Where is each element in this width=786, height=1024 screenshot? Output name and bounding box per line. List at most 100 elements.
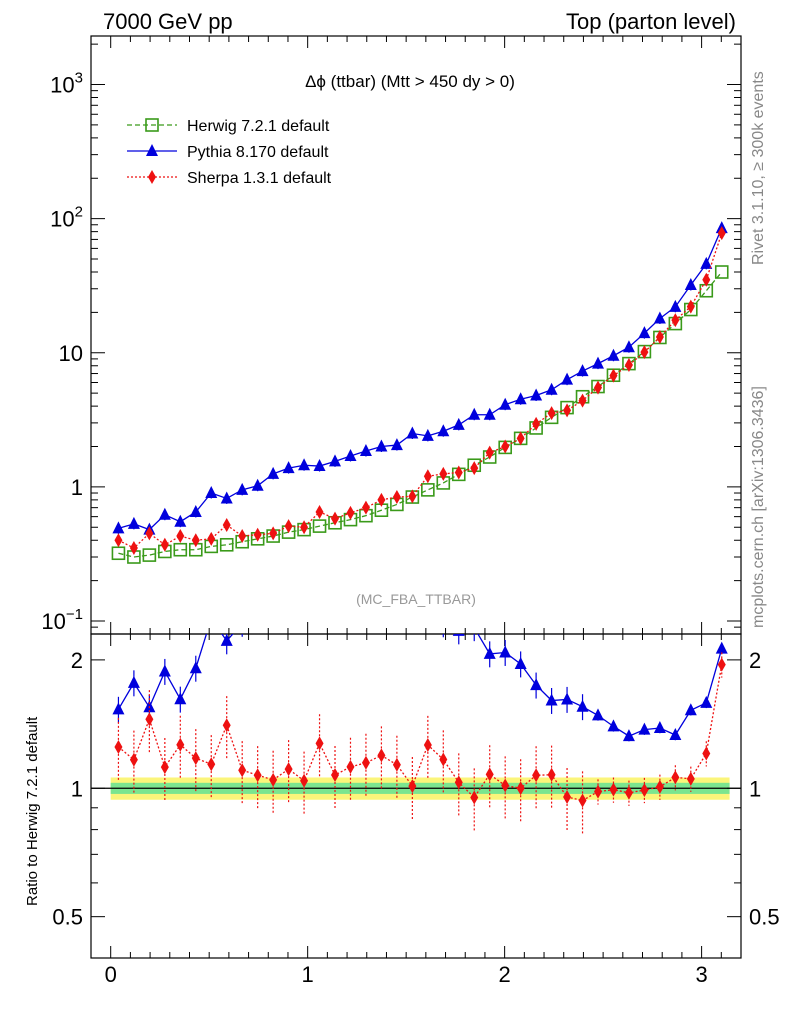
main-panel: 10−1 1 10 102 103 Δϕ (ttbar) (Mtt > 450 dy >… — [41, 35, 742, 635]
data-point — [253, 768, 262, 783]
data-point — [640, 345, 649, 360]
data-point — [669, 299, 682, 312]
data-point — [284, 519, 293, 534]
data-point — [158, 507, 171, 520]
legend-entry-herwig: Herwig 7.2.1 default — [127, 118, 330, 135]
data-point — [189, 504, 202, 517]
data-point — [114, 533, 123, 548]
data-point — [205, 486, 218, 499]
ratio-plot-frame — [90, 633, 742, 959]
data-point — [406, 579, 418, 591]
data-point — [361, 755, 370, 770]
ratio-series-pythia — [112, 577, 728, 742]
data-point — [439, 752, 448, 767]
data-point — [207, 531, 216, 546]
data-point — [406, 426, 419, 439]
y-tick-label: 10−1 — [41, 606, 83, 634]
data-point — [437, 424, 450, 437]
data-point — [145, 118, 159, 132]
legend-label: Sherpa 1.3.1 default — [187, 170, 332, 187]
ratio-uncertainty-band — [91, 777, 741, 800]
data-point — [176, 737, 185, 752]
data-point — [669, 727, 682, 740]
data-point — [112, 702, 125, 715]
data-point — [640, 783, 649, 798]
data-point — [329, 586, 341, 598]
data-point — [452, 417, 465, 430]
ratio-line — [117, 634, 723, 737]
data-point — [532, 768, 541, 783]
data-point — [127, 675, 140, 688]
data-point — [561, 692, 574, 705]
data-point — [499, 645, 512, 658]
data-point — [191, 533, 200, 548]
y-tick-label: 10 — [59, 341, 83, 366]
ratio-series-sherpa — [114, 652, 726, 836]
data-point — [468, 407, 481, 420]
data-point — [576, 364, 589, 377]
rivet-label: Rivet 3.1.10, ≥ 300k events — [750, 71, 767, 265]
watermark: (MC_FBA_TTBAR) — [356, 591, 476, 607]
series-line — [118, 232, 723, 549]
data-point — [251, 478, 264, 491]
data-point — [312, 519, 327, 533]
data-point — [236, 616, 248, 628]
data-point — [315, 736, 324, 751]
data-point — [129, 752, 138, 767]
data-point — [408, 779, 417, 794]
header-right: Top (parton level) — [566, 9, 736, 34]
legend-label: Pythia 8.170 default — [187, 144, 329, 161]
data-point — [112, 521, 125, 534]
data-point — [545, 382, 558, 395]
data-point — [222, 517, 231, 532]
data-point — [298, 577, 310, 589]
data-point — [501, 439, 510, 454]
data-point — [717, 226, 726, 241]
data-point — [684, 703, 697, 716]
data-point — [485, 767, 494, 782]
data-point — [684, 278, 697, 291]
legend-entry-sherpa: Sherpa 1.3.1 default — [127, 170, 332, 187]
data-point — [392, 490, 401, 505]
data-point — [220, 634, 233, 646]
data-point — [422, 610, 434, 622]
data-point — [344, 579, 356, 591]
data-point — [468, 621, 480, 633]
data-point — [313, 459, 326, 472]
data-point — [516, 431, 525, 446]
data-point — [236, 482, 249, 495]
main-axis-ticks — [91, 36, 742, 635]
legend-entry-pythia: Pythia 8.170 default — [127, 144, 329, 161]
series-sherpa — [114, 226, 726, 556]
data-point — [454, 465, 463, 480]
data-point — [607, 348, 620, 361]
data-point — [454, 775, 463, 790]
data-point — [142, 548, 157, 562]
data-point — [219, 537, 234, 552]
data-point — [282, 461, 295, 474]
y-tick-label: 0.5 — [52, 905, 83, 930]
data-point — [439, 466, 448, 481]
data-point — [191, 751, 200, 766]
x-tick-labels: 0 1 2 3 — [105, 962, 708, 987]
data-point — [174, 514, 187, 527]
ratio-y-tick-labels: 0.5 0.5 1 1 2 2 — [52, 648, 779, 930]
ratio-ylabel: Ratio to Herwig 7.2.1 default — [24, 716, 41, 906]
data-point — [514, 656, 527, 669]
data-point — [686, 299, 695, 314]
y-tick-label: 1 — [749, 776, 761, 801]
data-point — [145, 712, 154, 727]
data-point — [158, 664, 171, 677]
data-point — [205, 612, 217, 624]
data-point — [421, 428, 434, 441]
data-point — [638, 722, 651, 735]
data-point — [671, 313, 680, 328]
data-point — [269, 526, 278, 541]
data-point — [174, 692, 187, 705]
data-point — [160, 760, 169, 775]
data-point — [624, 785, 633, 800]
data-point — [653, 311, 666, 324]
data-point — [284, 762, 293, 777]
data-point — [173, 542, 188, 557]
data-point — [359, 444, 372, 457]
